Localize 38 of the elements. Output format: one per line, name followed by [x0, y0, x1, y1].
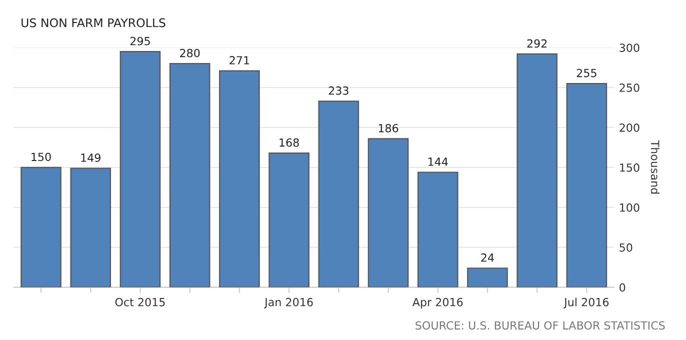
data-label: 280 — [180, 48, 200, 58]
data-label: 271 — [230, 56, 250, 64]
y-tick-label: 200 — [620, 123, 640, 132]
data-label: 255 — [576, 68, 596, 78]
x-tick-label: Jul 2016 — [564, 298, 609, 308]
source-note: SOURCE: U.S. BUREAU OF LABOR STATISTICS — [416, 321, 665, 330]
bar — [318, 100, 360, 288]
data-label: 168 — [280, 138, 299, 147]
data-label: 292 — [527, 39, 547, 48]
chart-title: US NON FARM PAYROLLS — [22, 18, 166, 28]
bar — [70, 168, 112, 288]
y-tick-label: 0 — [620, 283, 626, 292]
x-tick-label: Jan 2016 — [264, 298, 313, 308]
y-axis-title: Thousand — [650, 140, 660, 194]
bar — [368, 138, 409, 288]
x-tick-label: Oct 2015 — [115, 298, 165, 306]
bar — [120, 51, 161, 288]
data-label: 144 — [428, 158, 448, 166]
data-label: 233 — [328, 86, 348, 95]
x-tick-label: Apr 2016 — [412, 298, 463, 308]
bar — [516, 53, 558, 288]
y-tick-label: 150 — [620, 163, 640, 172]
bar — [566, 83, 608, 288]
bar — [169, 63, 210, 288]
bar — [219, 70, 260, 288]
y-tick-label: 50 — [620, 243, 632, 252]
bar — [467, 268, 508, 288]
bar — [20, 166, 62, 288]
bar — [268, 152, 310, 288]
data-label: 149 — [81, 154, 100, 162]
data-label: 24 — [481, 253, 494, 262]
y-tick-label: 250 — [620, 84, 640, 92]
y-tick-label: 300 — [620, 44, 640, 52]
bar — [417, 172, 458, 288]
data-label: 150 — [32, 152, 51, 162]
data-label: 186 — [378, 124, 398, 132]
data-label: 295 — [130, 36, 150, 46]
y-tick-label: 100 — [620, 203, 640, 212]
